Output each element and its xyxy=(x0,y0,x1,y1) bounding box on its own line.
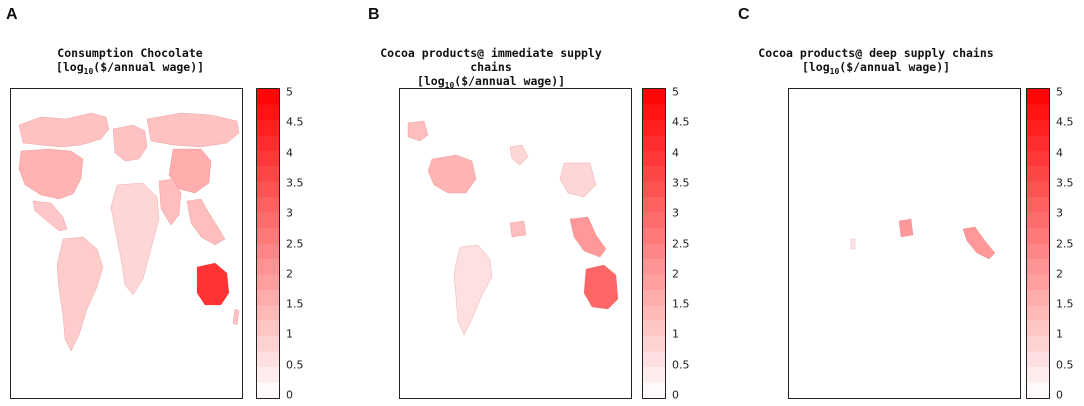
title-line-2: [log10($/annual wage)] xyxy=(55,60,205,76)
region-africa xyxy=(110,182,160,296)
colorbar-tick-label: 1 xyxy=(672,327,679,341)
colorbar xyxy=(642,88,666,399)
colorbar-tick-label: 0.5 xyxy=(286,358,304,372)
region-china xyxy=(559,162,597,198)
colorbar-ticks: 5 4.5 4 3.5 3 2.5 2 1.5 1 0.5 0 xyxy=(286,85,326,402)
world-map xyxy=(399,88,632,399)
colorbar-tick-label: 5 xyxy=(672,85,679,99)
colorbar-tick-label: 0 xyxy=(1056,388,1063,402)
title-line-1: Cocoa products@ deep supply chains xyxy=(758,46,994,60)
colorbar-ticks: 5 4.5 4 3.5 3 2.5 2 1.5 1 0.5 0 xyxy=(1056,85,1084,402)
colorbar-ticks: 5 4.5 4 3.5 3 2.5 2 1.5 1 0.5 0 xyxy=(672,85,712,402)
region-southeast-asia xyxy=(186,198,226,246)
region-europe xyxy=(509,144,529,166)
region-australia xyxy=(583,264,619,310)
colorbar-tick-label: 3.5 xyxy=(1056,176,1074,190)
colorbar-tick-label: 4 xyxy=(286,146,293,160)
title-line-1: Cocoa products@ immediate supply chains xyxy=(380,46,602,74)
map-svg xyxy=(850,218,996,260)
title-line-2: [log10($/annual wage)] xyxy=(801,60,951,76)
colorbar-tick-label: 0.5 xyxy=(1056,358,1074,372)
region-southeast-asia xyxy=(569,216,607,258)
colorbar-tick-label: 5 xyxy=(286,85,293,99)
world-map xyxy=(788,88,1021,399)
colorbar-tick-label: 4 xyxy=(672,146,679,160)
region-canada xyxy=(18,112,110,148)
region-usa xyxy=(427,154,477,194)
panel-a: A Consumption Chocolate [log10($/annual … xyxy=(0,0,361,406)
region-africa-west xyxy=(509,220,527,238)
colorbar-tick-label: 0.5 xyxy=(672,358,690,372)
colorbar-tick-label: 2 xyxy=(672,267,679,281)
title-line-2: [log10($/annual wage)] xyxy=(416,74,566,90)
colorbar-tick-label: 3 xyxy=(1056,206,1063,220)
panel-letter: C xyxy=(738,6,750,23)
panel-title: Cocoa products@ immediate supply chains … xyxy=(361,46,621,93)
world-map xyxy=(10,88,243,399)
region-russia xyxy=(146,112,240,148)
colorbar-tick-label: 1.5 xyxy=(672,297,690,311)
region-southeast-asia xyxy=(962,226,996,260)
colorbar-tick-label: 2 xyxy=(1056,267,1063,281)
colorbar-tick-label: 2 xyxy=(286,267,293,281)
panel-title: Cocoa products@ deep supply chains [log1… xyxy=(756,46,996,79)
region-south-asia xyxy=(158,178,182,226)
colorbar xyxy=(256,88,280,399)
region-australia xyxy=(196,262,230,306)
colorbar-tick-label: 1 xyxy=(1056,327,1063,341)
region-usa xyxy=(18,148,84,200)
colorbar-tick-label: 3.5 xyxy=(286,176,304,190)
panel-b: B Cocoa products@ immediate supply chain… xyxy=(361,0,722,406)
panel-c: C Cocoa products@ deep supply chains [lo… xyxy=(722,0,1083,406)
title-line-1: Consumption Chocolate xyxy=(57,46,203,60)
colorbar-tick-label: 1 xyxy=(286,327,293,341)
colorbar-tick-label: 5 xyxy=(1056,85,1063,99)
region-mexico xyxy=(32,200,68,232)
panel-title: Consumption Chocolate [log10($/annual wa… xyxy=(5,46,255,79)
colorbar-tick-label: 4.5 xyxy=(672,115,690,129)
colorbar-tick-label: 3.5 xyxy=(672,176,690,190)
colorbar-tick-label: 2.5 xyxy=(286,237,304,250)
region-china xyxy=(168,148,212,194)
colorbar-tick-label: 4.5 xyxy=(286,115,304,129)
map-svg xyxy=(18,112,240,352)
colorbar-tick-label: 1.5 xyxy=(286,297,304,311)
colorbar-tick-label: 3 xyxy=(672,206,679,220)
colorbar-tick-label: 1.5 xyxy=(1056,297,1074,311)
region-alaska xyxy=(407,120,429,142)
panel-letter: A xyxy=(6,6,18,23)
region-south-america xyxy=(56,236,104,352)
colorbar-tick-label: 3 xyxy=(286,206,293,220)
region-new-zealand xyxy=(232,308,240,326)
panel-letter: B xyxy=(368,6,380,23)
region-africa-west xyxy=(898,218,914,238)
colorbar-tick-label: 0 xyxy=(286,388,293,402)
colorbar-tick-label: 4.5 xyxy=(1056,115,1074,129)
colorbar-tick-label: 2.5 xyxy=(672,237,690,250)
region-south-america xyxy=(850,238,856,250)
region-europe xyxy=(112,124,148,162)
region-south-america xyxy=(453,244,493,336)
colorbar-tick-label: 0 xyxy=(672,388,679,402)
colorbar-tick-label: 4 xyxy=(1056,146,1063,160)
colorbar xyxy=(1026,88,1050,399)
map-svg xyxy=(407,120,619,336)
colorbar-tick-label: 2.5 xyxy=(1056,237,1074,250)
